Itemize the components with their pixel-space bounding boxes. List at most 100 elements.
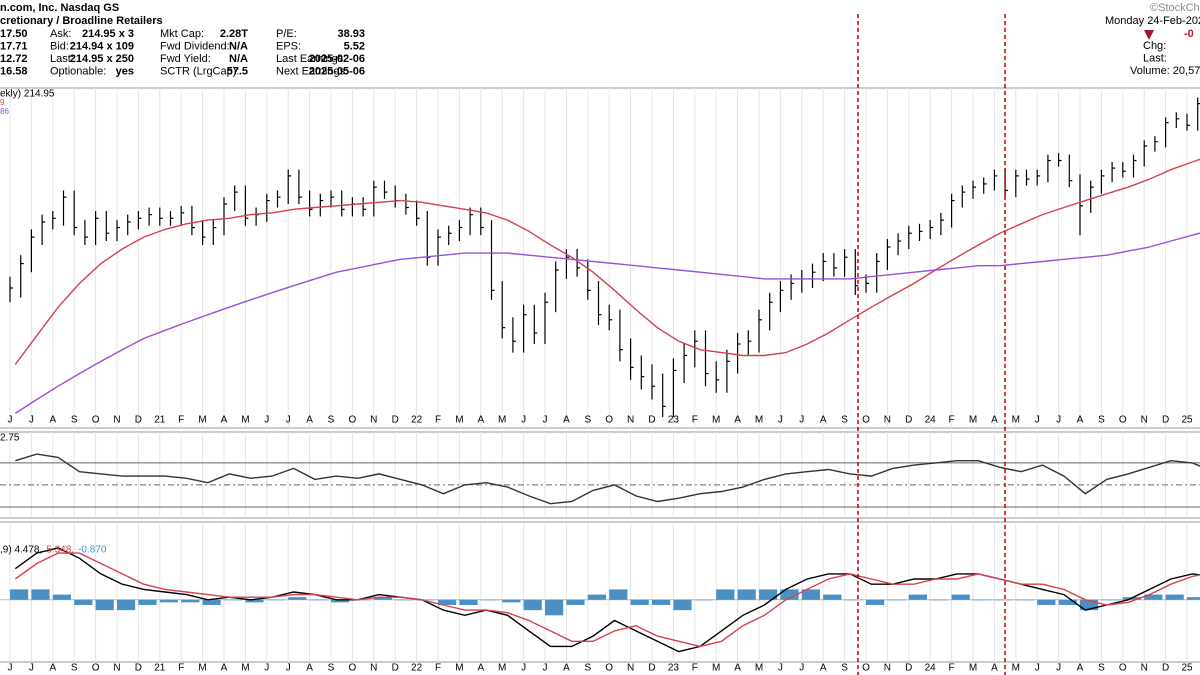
histogram-bar (609, 589, 628, 600)
x-tick-label: D (392, 663, 399, 674)
x-tick-label: O (92, 415, 100, 426)
x-tick-label: D (1162, 415, 1169, 426)
field-label: Fwd Dividend: (160, 40, 230, 52)
x-tick-label: O (605, 415, 613, 426)
quote-value: 17.71 (0, 40, 28, 52)
panel-frame (0, 87, 1200, 429)
x-tick-label: D (905, 663, 912, 674)
x-tick-label: J (778, 663, 783, 674)
histogram-bar (566, 599, 585, 605)
x-tick-label: M (969, 415, 977, 426)
x-tick-label: N (113, 663, 120, 674)
x-tick-label: A (49, 663, 56, 674)
x-tick-label: J (286, 415, 291, 426)
histogram-bar (1144, 594, 1163, 600)
x-tick-label: S (328, 663, 335, 674)
histogram-bar (373, 597, 392, 600)
x-tick-label: J (778, 415, 783, 426)
x-tick-label: N (884, 415, 891, 426)
x-tick-label: S (71, 663, 78, 674)
x-tick-label: S (841, 415, 848, 426)
x-tick-label: A (563, 415, 570, 426)
x-tick-label: O (349, 415, 357, 426)
histogram-bar (266, 599, 285, 601)
field-label: Mkt Cap: (160, 28, 204, 40)
histogram-bar (908, 594, 927, 600)
x-tick-label: A (1077, 415, 1084, 426)
x-tick-label: F (435, 663, 441, 674)
histogram-bar (716, 589, 735, 600)
x-tick-label: J (1035, 415, 1040, 426)
histogram-bar (331, 599, 350, 603)
x-tick-label: 25 (1181, 663, 1193, 674)
x-tick-label: S (1098, 663, 1105, 674)
x-tick-label: 21 (154, 663, 166, 674)
histogram-bar (1101, 599, 1120, 601)
histogram-bar (502, 599, 521, 603)
x-tick-label: N (627, 415, 634, 426)
x-tick-label: J (799, 415, 804, 426)
field-value: 57.5 (227, 65, 248, 77)
histogram-bar (759, 589, 778, 600)
x-tick-label: N (370, 663, 377, 674)
field-value: N/A (229, 53, 248, 65)
histogram-bar (245, 599, 264, 603)
x-tick-label: F (178, 663, 184, 674)
x-tick-label: 25 (1181, 415, 1193, 426)
x-tick-label: J (1056, 415, 1061, 426)
x-tick-label: A (477, 663, 484, 674)
x-tick-label: A (820, 663, 827, 674)
histogram-bar (930, 599, 949, 601)
histogram-bar (74, 599, 93, 605)
histogram-bar (1165, 594, 1184, 600)
field-label: Bid: (50, 40, 69, 52)
x-tick-label: S (584, 663, 591, 674)
x-tick-label: S (328, 415, 335, 426)
field-label: Last: (1143, 52, 1167, 64)
series-line (14, 232, 1200, 414)
legend-entry: 5.348, (46, 545, 74, 556)
x-tick-label: M (455, 415, 463, 426)
x-tick-label: O (1119, 663, 1127, 674)
x-tick-label: D (648, 663, 655, 674)
panel-frame (0, 431, 1200, 519)
x-tick-label: N (627, 663, 634, 674)
histogram-bar (673, 599, 692, 611)
x-tick-label: A (477, 415, 484, 426)
field-label: Volume: 20,57 (1130, 65, 1200, 77)
x-tick-label: S (584, 415, 591, 426)
x-tick-label: N (884, 663, 891, 674)
x-tick-label: N (1141, 663, 1148, 674)
histogram-bar (52, 594, 71, 600)
x-tick-label: A (306, 663, 313, 674)
x-tick-label: M (455, 663, 463, 674)
x-tick-label: 24 (925, 415, 937, 426)
histogram-bar (652, 599, 671, 605)
field-label: Optionable: (50, 65, 106, 77)
histogram-bar (288, 597, 307, 600)
x-tick-label: F (435, 415, 441, 426)
histogram-bar (117, 599, 136, 611)
x-tick-label: N (113, 415, 120, 426)
panel-frame (0, 521, 1200, 663)
series-line (14, 158, 1200, 365)
source: ©StockCh (1150, 2, 1200, 14)
quote-value: 17.50 (0, 28, 28, 40)
x-tick-label: J (1056, 663, 1061, 674)
field-value: 214.95 x 3 (82, 28, 134, 40)
x-tick-label: S (71, 415, 78, 426)
x-tick-label: S (841, 663, 848, 674)
x-tick-label: 23 (668, 415, 680, 426)
x-tick-label: M (1012, 415, 1020, 426)
histogram-bar (95, 599, 114, 611)
x-tick-label: A (49, 415, 56, 426)
series-line (14, 552, 1200, 648)
histogram-bar (480, 599, 499, 601)
x-tick-label: M (755, 663, 763, 674)
histogram-bar (10, 589, 29, 600)
field-label: SCTR (LrgCap): (160, 65, 239, 77)
field-value: 2025-05-06 (309, 65, 365, 77)
x-tick-label: J (1035, 663, 1040, 674)
field-value: N/A (229, 40, 248, 52)
